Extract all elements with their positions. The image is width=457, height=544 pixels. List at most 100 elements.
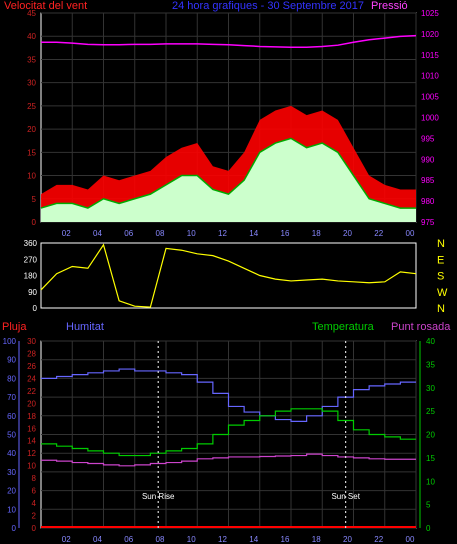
sun-rise-label: Sun Rise [142, 492, 175, 501]
temp-time-tick: 18 [312, 535, 321, 544]
legend-dewpoint: Punt rosada [391, 321, 451, 333]
direction-axis: 0 90 180 270 360 [24, 239, 38, 313]
temp-time-tick: 02 [62, 535, 71, 544]
pressure-tick-label: 1020 [421, 30, 439, 39]
rain-tick-label: 10 [27, 462, 36, 471]
humidity-line [41, 368, 416, 423]
humidity-tick-label: 10 [7, 505, 16, 514]
temp-time-tick: 10 [187, 535, 196, 544]
direction-tick-label: 180 [24, 272, 38, 281]
wind-tick-label: 30 [27, 79, 36, 88]
pressure-axis: 975 980 985 990 995 1000 1005 1010 1015 1020 1025 [421, 9, 439, 227]
rain-tick-label: 6 [32, 487, 37, 496]
temp-time-tick: 16 [281, 535, 290, 544]
rain-tick-label: 26 [27, 362, 36, 371]
direction-tick-label: 270 [24, 255, 38, 264]
wind-time-tick: 18 [312, 229, 321, 238]
compass-label: E [437, 254, 444, 266]
temp-time-tick: 22 [374, 535, 383, 544]
temp-time-tick: 12 [218, 535, 227, 544]
direction-tick-label: 90 [28, 288, 37, 297]
wind-time-tick: 04 [93, 229, 102, 238]
compass-label: N [437, 303, 445, 315]
temperature-tick-label: 25 [426, 407, 435, 416]
humidity-tick-label: 40 [7, 449, 16, 458]
direction-series [40, 243, 417, 308]
wind-average-line [40, 137, 416, 209]
wind-tick-label: 20 [27, 125, 36, 134]
temperature-tick-label: 10 [426, 477, 435, 486]
wind-time-axis: 02 04 06 08 10 12 14 16 18 20 22 00 [62, 229, 415, 238]
temperature-tick-label: 5 [426, 501, 431, 510]
humidity-tick-label: 80 [7, 374, 16, 383]
direction-panel-frame [40, 242, 417, 309]
temp-time-tick: 08 [156, 535, 165, 544]
wind-time-tick: 14 [249, 229, 258, 238]
wind-average-area [41, 138, 416, 222]
pressure-label: Pressió [371, 0, 408, 12]
wind-tick-label: 10 [27, 172, 36, 181]
humidity-tick-label: 30 [7, 468, 16, 477]
temp-time-tick: 20 [343, 535, 352, 544]
rain-tick-label: 28 [27, 349, 36, 358]
rain-tick-label: 22 [27, 387, 36, 396]
pressure-tick-label: 975 [421, 218, 435, 227]
rain-tick-label: 18 [27, 412, 36, 421]
compass-label: N [437, 238, 445, 250]
chart-title: 24 hora grafiques - 30 Septembre 2017 [172, 0, 364, 12]
wind-tick-label: 5 [32, 195, 37, 204]
rain-tick-label: 8 [32, 474, 37, 483]
humidity-tick-label: 70 [7, 393, 16, 402]
wind-time-tick: 12 [218, 229, 227, 238]
temp-time-tick: 00 [406, 535, 415, 544]
temp-time-tick: 14 [249, 535, 258, 544]
humidity-tick-label: 20 [7, 487, 16, 496]
temp-time-tick: 06 [124, 535, 133, 544]
wind-series [40, 34, 417, 222]
wind-time-tick: 08 [156, 229, 165, 238]
rain-tick-label: 16 [27, 424, 36, 433]
legend-humidity: Humitat [66, 321, 104, 333]
sun-annotations: Sun Rise Sun Set [142, 341, 361, 528]
temperature-tick-label: 20 [426, 431, 435, 440]
sun-set-label: Sun Set [331, 492, 360, 501]
pressure-tick-label: 1010 [421, 72, 439, 81]
wind-direction-line [40, 243, 417, 308]
wind-time-tick: 10 [187, 229, 196, 238]
rain-tick-label: 0 [32, 524, 37, 533]
wind-tick-label: 45 [27, 9, 36, 18]
temperature-tick-label: 40 [426, 337, 435, 346]
rain-tick-label: 24 [27, 374, 36, 383]
direction-tick-label: 0 [33, 304, 38, 313]
wind-speed-axis: 0 5 10 15 20 25 30 35 40 45 [27, 9, 36, 227]
pressure-tick-label: 980 [421, 197, 435, 206]
temp-time-tick: 04 [93, 535, 102, 544]
temperature-line [41, 408, 416, 457]
humidity-tick-label: 60 [7, 412, 16, 421]
pressure-tick-label: 995 [421, 134, 435, 143]
rain-tick-label: 12 [27, 449, 36, 458]
pressure-tick-label: 1000 [421, 114, 439, 123]
temperature-tick-label: 35 [426, 360, 435, 369]
temperature-tick-label: 0 [426, 524, 431, 533]
wind-tick-label: 25 [27, 102, 36, 111]
pressure-tick-label: 1015 [421, 51, 439, 60]
wind-tick-label: 0 [32, 218, 37, 227]
wind-time-tick: 22 [374, 229, 383, 238]
pressure-tick-label: 985 [421, 176, 435, 185]
direction-tick-label: 360 [24, 239, 38, 248]
wind-tick-label: 40 [27, 32, 36, 41]
rain-tick-label: 30 [27, 337, 36, 346]
wind-time-tick: 00 [406, 229, 415, 238]
temperature-axis: 0 5 10 15 20 25 30 35 40 [419, 337, 435, 533]
wind-tick-label: 15 [27, 148, 36, 157]
temperature-tick-label: 15 [426, 454, 435, 463]
temperature-tick-label: 30 [426, 384, 435, 393]
compass-label: W [437, 287, 448, 299]
wind-speed-label: Velocitat del vent [4, 0, 87, 12]
pressure-line [41, 34, 417, 49]
wind-time-tick: 20 [343, 229, 352, 238]
